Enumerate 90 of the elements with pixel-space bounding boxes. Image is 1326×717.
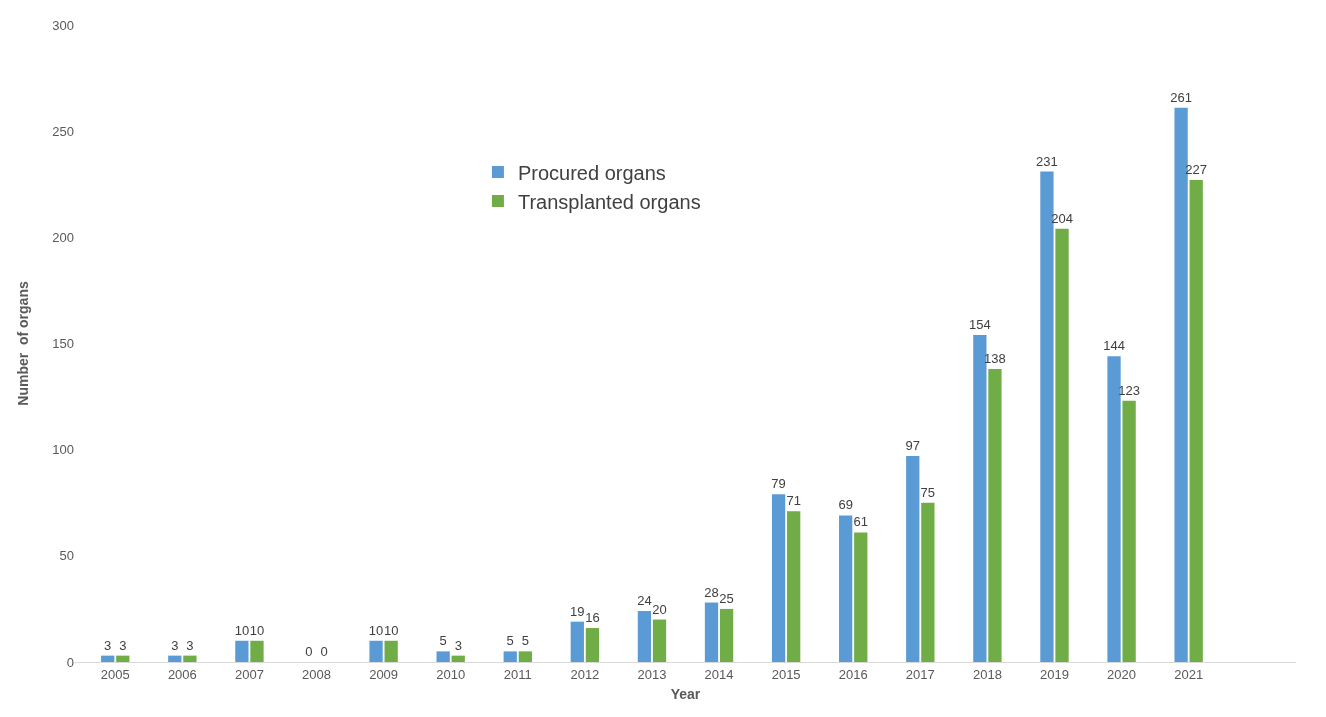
data-label: 20	[652, 601, 667, 617]
x-tick-label: 2007	[234, 666, 264, 682]
bar	[451, 655, 465, 662]
data-label: 16	[585, 610, 600, 626]
bar	[384, 640, 398, 662]
data-label: 10	[368, 622, 384, 638]
y-tick-label: 150	[52, 336, 74, 352]
x-tick-label: 2011	[503, 666, 532, 682]
data-label: 0	[320, 644, 328, 659]
y-tick-label: 300	[52, 17, 74, 33]
x-tick-label: 2018	[972, 666, 1002, 682]
bar	[652, 619, 667, 662]
bar	[988, 368, 1002, 662]
bar	[637, 611, 652, 662]
bar	[787, 511, 801, 662]
x-tick-label: 2008	[302, 666, 331, 682]
data-label: 3	[186, 637, 194, 653]
data-label: 144	[1103, 338, 1125, 354]
bar	[854, 532, 868, 662]
data-label: 3	[171, 637, 179, 653]
bar	[369, 640, 383, 662]
x-tick-label: 2015	[771, 666, 801, 682]
bar	[921, 502, 935, 662]
bar	[839, 515, 853, 662]
data-label: 19	[570, 603, 585, 619]
bar	[771, 494, 786, 662]
data-label: 79	[771, 476, 786, 492]
data-label: 3	[119, 637, 127, 653]
data-label: 5	[506, 633, 514, 649]
bar	[503, 651, 517, 662]
y-tick-label: 100	[52, 442, 74, 458]
x-tick-label: 2016	[838, 666, 868, 682]
x-tick-label: 2010	[436, 666, 466, 682]
data-label: 24	[637, 593, 652, 609]
bar	[250, 640, 264, 662]
data-label: 0	[305, 644, 313, 659]
bar	[1189, 180, 1203, 662]
bar	[518, 651, 532, 662]
bar	[906, 456, 920, 662]
x-tick-label: 2020	[1107, 666, 1137, 682]
bar	[585, 628, 600, 662]
bar	[1174, 107, 1188, 662]
bar	[973, 335, 987, 662]
bar	[235, 640, 249, 662]
data-label: 10	[383, 622, 399, 638]
bar	[101, 655, 115, 662]
bar	[1122, 400, 1136, 662]
bar	[1055, 228, 1069, 662]
bar	[168, 655, 182, 662]
x-tick-label: 2013	[637, 666, 667, 682]
bar	[719, 608, 734, 662]
data-label: 261	[1170, 89, 1192, 105]
x-tick-label: 2012	[570, 666, 600, 682]
bar	[183, 655, 197, 662]
bar	[704, 602, 719, 662]
bar	[436, 651, 450, 662]
x-tick-label: 2009	[369, 666, 399, 682]
data-label: 154	[969, 317, 991, 333]
data-label: 69	[838, 497, 853, 513]
legend-label: Transplanted organs	[517, 190, 701, 213]
y-axis-title: Number of organs	[14, 281, 31, 406]
x-tick-label: 2017	[905, 666, 935, 682]
x-tick-label: 2005	[100, 666, 130, 682]
y-tick-label: 50	[59, 548, 74, 564]
x-tick-label: 2021	[1174, 666, 1204, 682]
legend-label: Procured organs	[517, 161, 666, 184]
x-tick-label: 2014	[704, 666, 734, 682]
y-tick-label: 250	[52, 123, 74, 139]
x-tick-label: 2019	[1040, 666, 1069, 682]
data-label: 231	[1036, 153, 1058, 169]
data-label: 10	[249, 622, 265, 638]
data-label: 97	[905, 438, 920, 454]
x-tick-label: 2006	[167, 666, 197, 682]
data-label: 10	[234, 622, 250, 638]
data-label: 75	[920, 484, 936, 500]
data-label: 3	[454, 637, 462, 653]
y-tick-label: 200	[52, 229, 74, 245]
bar	[1107, 356, 1121, 662]
bar	[1040, 171, 1054, 662]
bar	[570, 621, 584, 662]
x-axis-title: Year	[670, 685, 701, 702]
bar	[116, 655, 130, 662]
data-label: 25	[719, 590, 734, 606]
data-label: 5	[521, 633, 529, 649]
data-label: 28	[704, 584, 719, 600]
data-label: 71	[786, 493, 801, 509]
data-label: 61	[853, 514, 868, 530]
data-label: 5	[439, 633, 447, 649]
data-label: 3	[104, 637, 112, 653]
y-tick-label: 0	[66, 654, 74, 670]
